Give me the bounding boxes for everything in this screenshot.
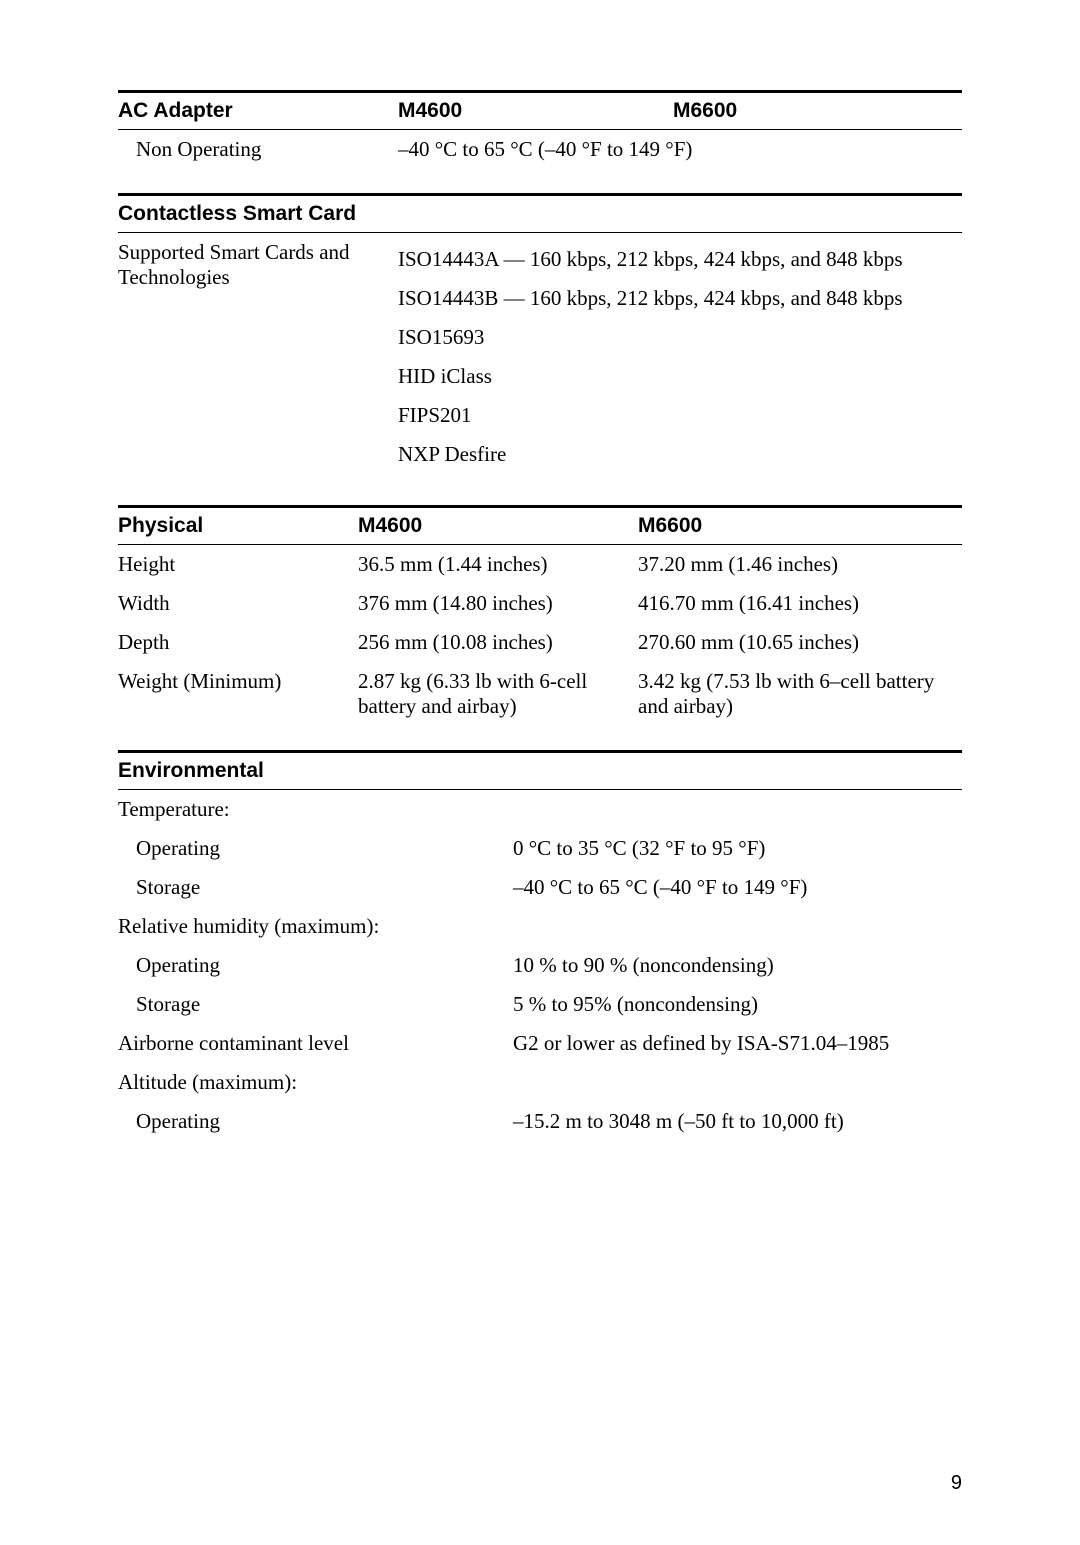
physical-height-label: Height <box>118 552 358 577</box>
env-hum-operating-value: 10 % to 90 % (noncondensing) <box>513 953 962 978</box>
environmental-header: Environmental <box>118 750 962 790</box>
env-temp-storage-row: Storage –40 °C to 65 °C (–40 °F to 149 °… <box>118 868 962 907</box>
physical-header: Physical M4600 M6600 <box>118 505 962 545</box>
env-hum-storage-label: Storage <box>118 992 513 1017</box>
smartcard-item: ISO14443A — 160 kbps, 212 kbps, 424 kbps… <box>398 240 962 279</box>
physical-weight-label: Weight (Minimum) <box>118 669 358 694</box>
env-airborne-row: Airborne contaminant level G2 or lower a… <box>118 1024 962 1063</box>
physical-width-label: Width <box>118 591 358 616</box>
smartcard-values: ISO14443A — 160 kbps, 212 kbps, 424 kbps… <box>398 240 962 474</box>
env-temp-storage-label: Storage <box>118 875 513 900</box>
physical-height-m4600: 36.5 mm (1.44 inches) <box>358 552 638 577</box>
smartcard-item: ISO15693 <box>398 318 962 357</box>
env-temperature-row: Temperature: <box>118 790 962 829</box>
env-temperature-label: Temperature: <box>118 797 513 822</box>
env-alt-operating-value: –15.2 m to 3048 m (–50 ft to 10,000 ft) <box>513 1109 962 1134</box>
environmental-title: Environmental <box>118 759 962 783</box>
smartcard-item: FIPS201 <box>398 396 962 435</box>
physical-depth-m4600: 256 mm (10.08 inches) <box>358 630 638 655</box>
env-airborne-value: G2 or lower as defined by ISA-S71.04–198… <box>513 1031 962 1056</box>
env-humidity-row: Relative humidity (maximum): <box>118 907 962 946</box>
physical-depth-m6600: 270.60 mm (10.65 inches) <box>638 630 962 655</box>
env-hum-storage-row: Storage 5 % to 95% (noncondensing) <box>118 985 962 1024</box>
smartcard-header: Contactless Smart Card <box>118 193 962 233</box>
ac-non-operating-value: –40 °C to 65 °C (–40 °F to 149 °F) <box>398 137 962 162</box>
physical-weight-m4600: 2.87 kg (6.33 lb with 6-cell battery and… <box>358 669 638 719</box>
env-hum-operating-label: Operating <box>118 953 513 978</box>
smartcard-title: Contactless Smart Card <box>118 202 962 226</box>
env-humidity-label: Relative humidity (maximum): <box>118 914 513 939</box>
physical-m4600-header: M4600 <box>358 514 638 538</box>
physical-row: Width 376 mm (14.80 inches) 416.70 mm (1… <box>118 584 962 623</box>
smartcard-item: HID iClass <box>398 357 962 396</box>
smartcard-item: NXP Desfire <box>398 435 962 474</box>
env-temp-operating-row: Operating 0 °C to 35 °C (32 °F to 95 °F) <box>118 829 962 868</box>
smartcard-row: Supported Smart Cards and Technologies I… <box>118 233 962 481</box>
env-alt-operating-label: Operating <box>118 1109 513 1134</box>
physical-row: Depth 256 mm (10.08 inches) 270.60 mm (1… <box>118 623 962 662</box>
page-number: 9 <box>951 1472 962 1495</box>
env-airborne-label: Airborne contaminant level <box>118 1031 513 1056</box>
env-temp-operating-label: Operating <box>118 836 513 861</box>
smartcard-item: ISO14443B — 160 kbps, 212 kbps, 424 kbps… <box>398 279 962 318</box>
physical-title: Physical <box>118 514 358 538</box>
physical-width-m4600: 376 mm (14.80 inches) <box>358 591 638 616</box>
physical-depth-label: Depth <box>118 630 358 655</box>
ac-non-operating-row: Non Operating –40 °C to 65 °C (–40 °F to… <box>118 130 962 169</box>
physical-row: Weight (Minimum) 2.87 kg (6.33 lb with 6… <box>118 662 962 726</box>
physical-row: Height 36.5 mm (1.44 inches) 37.20 mm (1… <box>118 545 962 584</box>
env-hum-operating-row: Operating 10 % to 90 % (noncondensing) <box>118 946 962 985</box>
env-alt-operating-row: Operating –15.2 m to 3048 m (–50 ft to 1… <box>118 1102 962 1141</box>
env-temp-storage-value: –40 °C to 65 °C (–40 °F to 149 °F) <box>513 875 962 900</box>
ac-non-operating-label: Non Operating <box>118 137 398 162</box>
env-altitude-row: Altitude (maximum): <box>118 1063 962 1102</box>
ac-adapter-title: AC Adapter <box>118 99 398 123</box>
physical-weight-m6600: 3.42 kg (7.53 lb with 6–cell battery and… <box>638 669 962 719</box>
smartcard-supported-label: Supported Smart Cards and Technologies <box>118 240 398 290</box>
ac-adapter-m6600-header: M6600 <box>673 99 962 123</box>
physical-m6600-header: M6600 <box>638 514 962 538</box>
physical-width-m6600: 416.70 mm (16.41 inches) <box>638 591 962 616</box>
ac-adapter-m4600-header: M4600 <box>398 99 673 123</box>
env-temp-operating-value: 0 °C to 35 °C (32 °F to 95 °F) <box>513 836 962 861</box>
env-hum-storage-value: 5 % to 95% (noncondensing) <box>513 992 962 1017</box>
ac-adapter-header: AC Adapter M4600 M6600 <box>118 90 962 130</box>
physical-height-m6600: 37.20 mm (1.46 inches) <box>638 552 962 577</box>
env-altitude-label: Altitude (maximum): <box>118 1070 513 1095</box>
